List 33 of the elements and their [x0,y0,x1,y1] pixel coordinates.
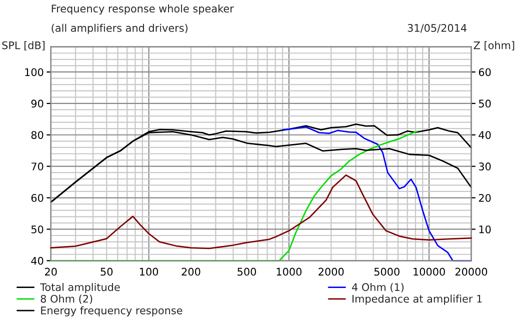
x-tick-label: 1000 [276,268,302,276]
y-axis-title: SPL [dB] [2,41,45,50]
y2-tick-label: 60 [478,68,491,76]
legend-label: Impedance at amplifier 1 [352,294,482,305]
x-tick-label: 50 [100,268,113,276]
x-tick-label: 20000 [455,268,488,276]
y2-tick-label: 20 [478,194,491,202]
y2-tick-label: 10 [479,225,491,234]
x-tick-label: 10000 [414,268,445,276]
x-tick-label: 500 [238,268,256,276]
x-tick-label: 2000 [318,268,344,276]
chart-title: Frequency response whole speaker [52,4,234,15]
x-tick-label: 200 [182,268,200,276]
y2-tick-label: 40 [478,131,491,139]
y-tick-label: 70 [32,162,44,170]
y-tick-label: 100 [25,68,44,76]
legend-label: 8 Ohm (2) [40,294,92,304]
y-tick-label: 50 [31,225,44,234]
y-tick-label: 90 [31,100,44,108]
legend-label: Total amplitude [40,283,120,294]
y-tick-label: 80 [31,131,44,139]
legend-label: Energy frequency response [41,306,182,316]
y2-tick-label: 50 [479,100,491,108]
x-tick-label: 5000 [374,268,400,276]
y2-tick-label: 30 [478,162,491,170]
chart-subtitle: (all amplifiers and drivers) [52,24,188,34]
y-tick-label: 60 [31,194,44,202]
y-tick-label: 40 [31,256,44,265]
y2-axis-title: Z [ohm] [474,41,514,50]
x-tick-label: 20 [45,268,57,276]
legend-label: 4 Ohm (1) [352,283,404,292]
text: 31/05/2014 [408,24,467,33]
x-tick-label: 100 [140,268,158,276]
